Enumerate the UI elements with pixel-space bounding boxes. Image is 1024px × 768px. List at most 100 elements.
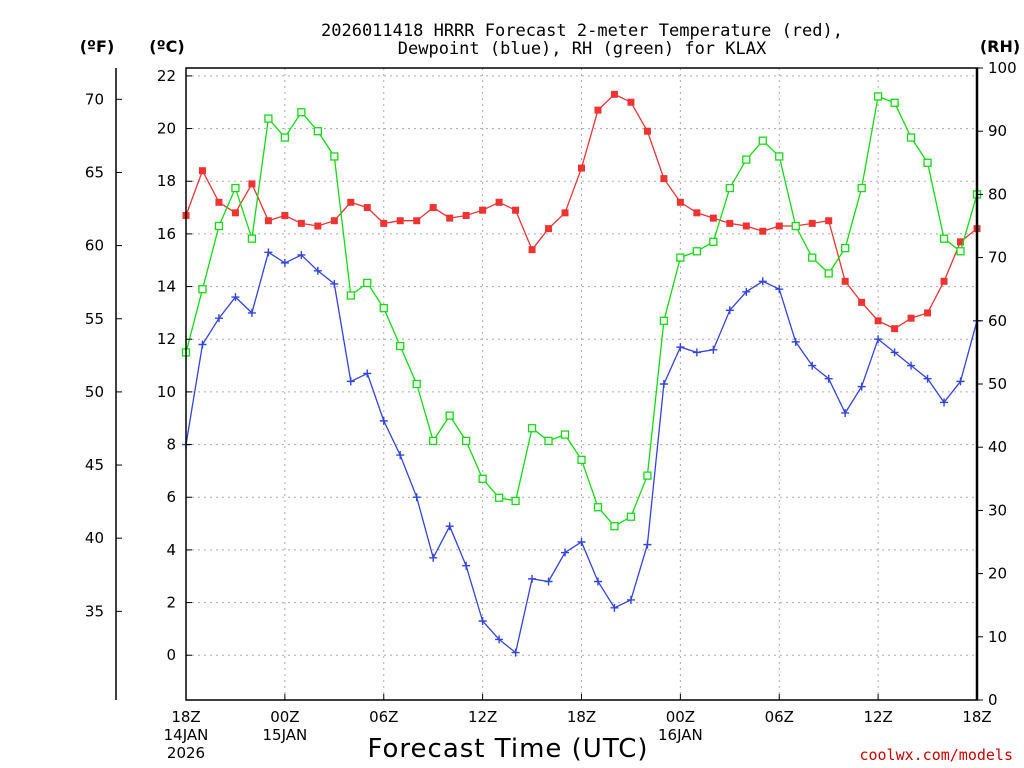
dewpoint-point	[626, 595, 635, 604]
fahrenheit-tick-label: 35	[85, 602, 104, 620]
plot-frame	[185, 67, 978, 701]
rh-tick-label: 20	[988, 565, 1007, 583]
dewpoint-point	[346, 377, 355, 386]
dewpoint-point	[610, 603, 619, 612]
2-meter-temperature-point	[891, 325, 899, 333]
relative-humidity-point	[231, 183, 240, 193]
dewpoint-point	[643, 540, 652, 549]
rh-tick-label: 70	[988, 249, 1007, 267]
fahrenheit-tick-label: 55	[85, 310, 104, 328]
dewpoint-point	[725, 306, 734, 315]
rh-tick-label: 90	[988, 122, 1007, 140]
2-meter-temperature-point	[528, 246, 536, 254]
x-tick-label: 18Z	[171, 708, 200, 726]
x-tick-label: 12Z	[468, 708, 497, 726]
2-meter-temperature-point	[413, 217, 421, 225]
dewpoint-point	[907, 361, 916, 370]
fahrenheit-tick-label: 65	[85, 163, 104, 181]
dewpoint-point	[593, 577, 602, 586]
x-axis-label: Forecast Time (UTC)	[367, 734, 648, 764]
relative-humidity-point	[643, 471, 652, 480]
dewpoint-point	[412, 493, 421, 502]
dewpoint-point	[330, 279, 339, 288]
relative-humidity-point	[429, 436, 438, 446]
celsius-tick-label: 12	[157, 330, 176, 348]
relative-humidity-point	[264, 114, 273, 123]
fahrenheit-tick-label: 60	[85, 237, 104, 255]
dewpoint-point	[758, 277, 767, 286]
dewpoint-point	[247, 308, 256, 317]
celsius-tick-label: 6	[166, 488, 176, 506]
2-meter-temperature-point	[957, 238, 965, 246]
2-meter-temperature-point	[446, 214, 454, 222]
x-tick-label: 15JAN	[263, 726, 308, 744]
2-meter-temperature-point	[248, 180, 256, 188]
relative-humidity-point	[709, 237, 718, 246]
2-meter-temperature-point	[594, 106, 602, 114]
relative-humidity-point	[313, 127, 322, 136]
relative-humidity-point	[379, 304, 388, 313]
relative-humidity-point	[247, 234, 257, 243]
relative-humidity-point	[445, 411, 454, 420]
2-meter-temperature-point	[297, 219, 305, 227]
2-meter-temperature-point	[231, 209, 239, 217]
2-meter-temperature-point	[561, 209, 569, 217]
dewpoint-point	[742, 287, 751, 296]
relative-humidity-point	[330, 152, 339, 161]
rh-tick-label: 0	[988, 691, 998, 709]
2-meter-temperature-point	[396, 217, 404, 225]
rh-tick-label: 80	[988, 185, 1007, 203]
dewpoint-point	[676, 343, 685, 352]
2-meter-temperature-point	[495, 198, 503, 206]
relative-humidity-point	[297, 108, 306, 117]
celsius-tick-label: 0	[166, 646, 176, 664]
2-meter-temperature-point	[215, 198, 223, 206]
dewpoint-point	[659, 380, 668, 388]
dewpoint-point	[808, 361, 817, 370]
2-meter-temperature-point	[198, 167, 206, 175]
dewpoint-point	[577, 538, 586, 546]
dewpoint-point	[429, 553, 438, 562]
x-tick-label: 00Z	[270, 708, 299, 726]
rh-tick-label: 100	[988, 59, 1017, 77]
2-meter-temperature-point	[676, 198, 684, 206]
celsius-tick-label: 22	[157, 67, 176, 85]
fahrenheit-tick-label: 50	[85, 383, 104, 401]
2-meter-temperature-point	[479, 206, 487, 214]
relative-humidity-point	[775, 152, 784, 161]
fahrenheit-tick-label: 40	[85, 529, 104, 547]
relative-humidity-point	[494, 493, 504, 502]
dewpoint-point	[775, 285, 784, 294]
celsius-tick-label: 18	[157, 172, 176, 190]
fahrenheit-tick-label: 45	[85, 456, 104, 474]
2-meter-temperature-point	[841, 277, 849, 285]
2-meter-temperature-point	[512, 206, 520, 214]
dewpoint-point	[857, 382, 866, 391]
fahrenheit-unit-label: (ºF)	[80, 37, 115, 56]
relative-humidity-point	[280, 133, 290, 142]
relative-humidity-point	[758, 136, 767, 145]
grid-lines	[186, 68, 977, 700]
2-meter-temperature-point	[907, 314, 915, 322]
relative-humidity-point	[626, 512, 636, 521]
dewpoint-point	[297, 250, 306, 259]
relative-humidity-point	[956, 247, 965, 256]
dewpoint-point	[528, 574, 537, 583]
rh-tick-label: 30	[988, 501, 1007, 519]
relative-humidity-point	[873, 92, 883, 101]
x-tick-label: 16JAN	[658, 726, 703, 744]
dewpoint-point	[956, 377, 965, 386]
relative-humidity-point	[511, 496, 520, 506]
x-tick-label: 06Z	[765, 708, 794, 726]
relative-humidity-point	[346, 291, 355, 300]
credit-text: coolwx.com/models	[859, 746, 1013, 764]
x-tick-label: 2026	[167, 744, 205, 762]
dewpoint-point	[363, 369, 372, 378]
x-tick-label: 18Z	[962, 708, 991, 726]
2-meter-temperature-point	[347, 198, 355, 206]
relative-humidity-point	[198, 285, 207, 294]
celsius-tick-label: 20	[157, 120, 176, 138]
relative-humidity-point	[610, 522, 619, 531]
dewpoint-point	[231, 293, 240, 302]
2-meter-temperature-point	[858, 298, 866, 306]
